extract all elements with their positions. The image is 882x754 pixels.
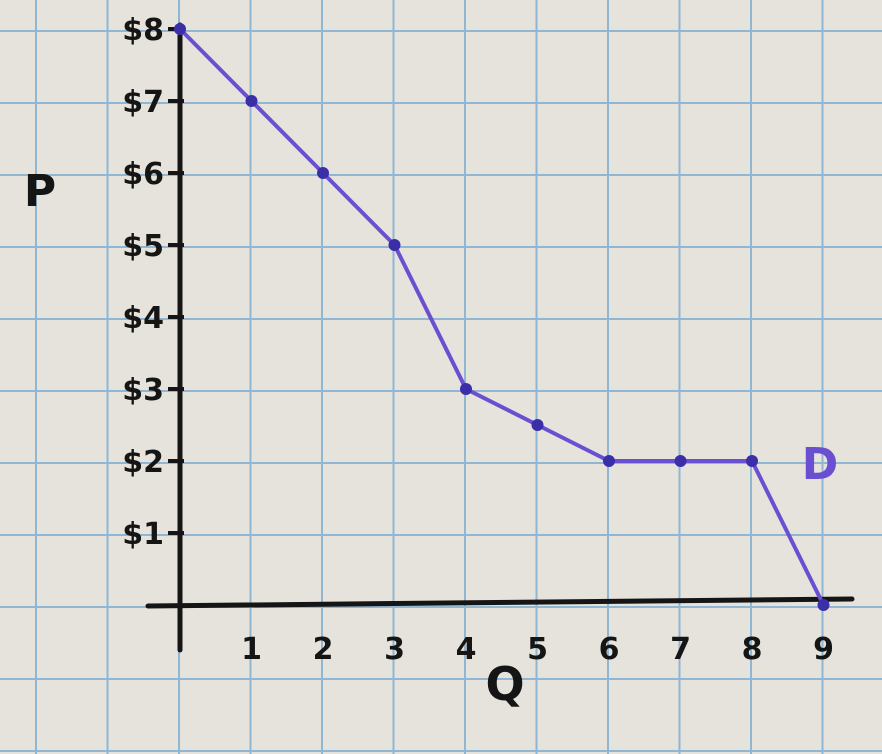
axes xyxy=(145,22,855,653)
data-point xyxy=(746,455,758,467)
demand-curve-line xyxy=(178,27,826,607)
x-tick-label: 2 xyxy=(313,632,334,667)
y-tick-label: $1 xyxy=(122,517,164,552)
data-point xyxy=(674,455,687,467)
data-point xyxy=(317,167,329,179)
x-tick-label: 1 xyxy=(241,632,262,667)
data-point xyxy=(460,383,472,395)
y-axis-label: P xyxy=(24,166,56,217)
x-tick-label: 6 xyxy=(599,632,620,667)
y-tick-label: $4 xyxy=(122,301,164,336)
y-tick-label: $2 xyxy=(122,445,164,480)
x-tick-label: 9 xyxy=(813,632,834,667)
y-tick-label: $3 xyxy=(122,373,164,408)
series-label-d: D xyxy=(802,439,839,490)
y-tick-label: $6 xyxy=(122,157,164,192)
x-axis-line xyxy=(145,596,855,609)
data-point xyxy=(531,419,544,431)
y-tick-label: $8 xyxy=(122,13,164,48)
x-tick-label: 7 xyxy=(670,632,691,667)
axis-ticks: $1 $2 $3 $4 $5 $6 $7 $8 1 2 3 4 5 6 7 8 9 xyxy=(122,13,834,667)
data-point xyxy=(388,239,401,251)
data-point xyxy=(174,23,186,35)
data-point xyxy=(817,599,830,611)
x-tick-label: 8 xyxy=(742,632,763,667)
x-tick-label: 3 xyxy=(384,632,405,667)
data-series: D xyxy=(174,23,838,611)
x-axis-label: Q xyxy=(485,657,524,711)
x-tick-label: 4 xyxy=(456,632,477,667)
data-point xyxy=(603,455,615,467)
x-tick-label: 5 xyxy=(527,632,548,667)
y-tick-label: $7 xyxy=(122,85,164,120)
data-point xyxy=(245,95,258,107)
y-tick-label: $5 xyxy=(122,229,164,264)
